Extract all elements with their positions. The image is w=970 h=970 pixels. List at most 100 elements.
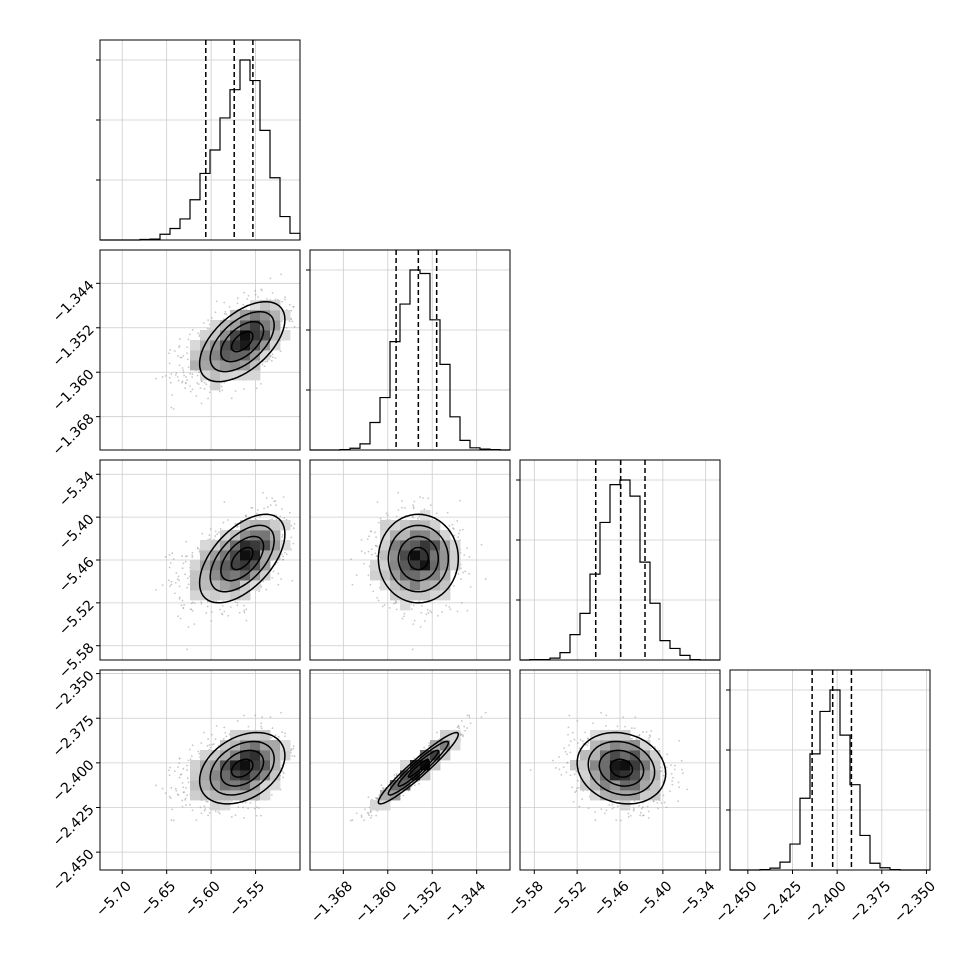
scatter-point [214, 810, 217, 813]
scatter-point [281, 300, 284, 303]
density-cell [240, 330, 251, 341]
scatter-point [190, 755, 193, 758]
scatter-point [311, 740, 313, 742]
scatter-point [184, 798, 186, 801]
scatter-point [197, 332, 200, 334]
density-cell [250, 540, 261, 551]
scatter-point [460, 567, 462, 570]
density-cell [370, 570, 381, 581]
scatter-point [189, 390, 192, 393]
scatter-point [284, 735, 286, 738]
scatter-point [282, 776, 284, 779]
density-cell [420, 590, 431, 601]
scatter-point [279, 350, 282, 353]
scatter-point [236, 604, 239, 607]
scatter-point [355, 574, 358, 577]
scatter-point [368, 535, 370, 538]
scatter-point [183, 604, 186, 606]
scatter-point [236, 302, 239, 305]
scatter-point [254, 293, 257, 296]
density-cell [220, 570, 231, 581]
scatter-point [197, 383, 200, 385]
scatter-point [282, 496, 285, 499]
scatter-point [191, 328, 194, 331]
scatter-point [234, 814, 237, 817]
scatter-point [228, 733, 231, 736]
contour-line [209, 310, 275, 373]
scatter-point [413, 500, 416, 503]
scatter-point [260, 725, 262, 728]
scatter-point [281, 770, 284, 773]
scatter-point [182, 562, 185, 565]
density-cell [240, 780, 251, 791]
scatter-point [191, 376, 194, 378]
scatter-point [191, 551, 194, 554]
density-cell [400, 590, 411, 601]
scatter-point [290, 524, 293, 527]
scatter-point [178, 364, 181, 367]
density-cell [220, 550, 231, 561]
density-cell [410, 570, 421, 581]
scatter-point [247, 725, 250, 728]
density-cell [210, 590, 221, 601]
scatter-point [293, 325, 296, 328]
scatter-point [188, 333, 191, 336]
scatter-point [226, 519, 229, 521]
density-cell [190, 570, 201, 581]
density-cell [260, 550, 271, 561]
scatter-point [182, 354, 185, 357]
scatter-point [210, 611, 213, 613]
scatter-point [186, 769, 189, 772]
scatter-point [271, 497, 274, 500]
scatter-point [191, 609, 194, 612]
scatter-point [221, 389, 224, 392]
scatter-point [168, 554, 171, 556]
scatter-point [187, 366, 190, 369]
scatter-point [187, 583, 190, 586]
scatter-point [181, 380, 184, 383]
scatter-point [360, 538, 363, 541]
scatter-point [419, 626, 422, 628]
scatter-point [375, 555, 378, 558]
scatter-point [169, 766, 171, 769]
scatter-point [254, 517, 257, 520]
scatter-point [274, 500, 277, 502]
scatter-point [185, 382, 187, 385]
density-cell [260, 330, 271, 341]
density-cell [270, 310, 281, 321]
scatter-point [375, 536, 378, 539]
scatter-point [448, 524, 451, 527]
density-cell [260, 570, 271, 581]
histogram-panel-0 [96, 39, 301, 241]
scatter-panel-2-0 [96, 459, 301, 661]
scatter-point [182, 606, 185, 609]
scatter-point [243, 609, 246, 612]
density-cell [200, 750, 211, 761]
scatter-point [210, 317, 213, 319]
scatter-point [459, 499, 461, 502]
scatter-point [285, 326, 288, 329]
scatter-point [185, 376, 188, 378]
scatter-point [168, 362, 171, 365]
scatter-point [181, 567, 184, 570]
scatter-point [236, 720, 239, 722]
scatter-point [178, 596, 181, 599]
density-cell [240, 530, 251, 541]
scatter-point [366, 538, 369, 541]
density-cell [280, 330, 291, 341]
scatter-point [256, 512, 258, 515]
scatter-point [280, 553, 283, 556]
contour-line [209, 524, 275, 593]
density-cell [240, 730, 251, 741]
density-cell [260, 760, 271, 771]
density-cell [210, 790, 221, 801]
scatter-point [180, 773, 183, 775]
scatter-point [274, 298, 277, 301]
scatter-point [201, 532, 204, 535]
contour-line [209, 740, 275, 796]
scatter-point [182, 369, 185, 372]
scatter-point [225, 313, 228, 316]
scatter-point [452, 527, 454, 530]
density-cell [250, 360, 261, 371]
density-cell [250, 730, 261, 741]
